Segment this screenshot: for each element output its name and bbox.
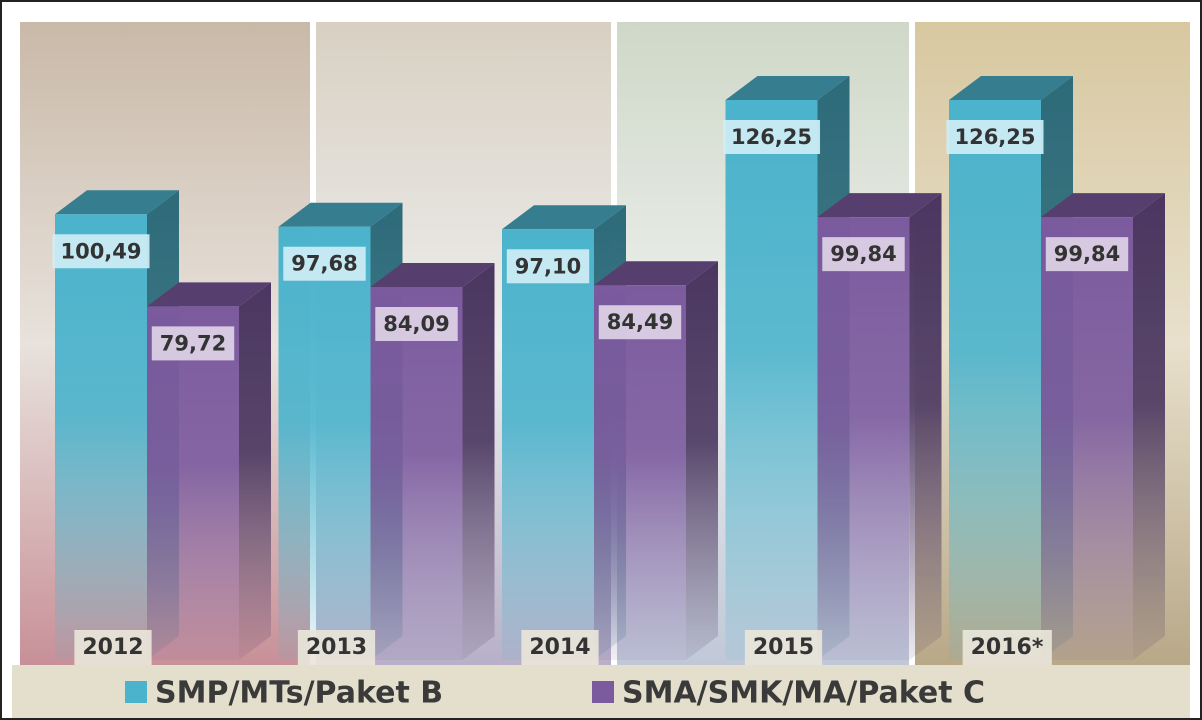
value-label: 79,72	[160, 331, 226, 355]
bar	[1041, 217, 1133, 661]
x-tick-label: 2012	[82, 635, 143, 660]
value-label: 99,84	[830, 242, 896, 266]
value-label-box	[506, 249, 590, 284]
bar	[949, 100, 1041, 660]
value-label: 97,68	[291, 252, 357, 276]
bar-top	[278, 202, 403, 227]
bar-top	[949, 76, 1073, 100]
bar	[817, 217, 910, 661]
value-label: 97,10	[515, 254, 581, 278]
bar-top	[1041, 193, 1165, 218]
x-tick-label-box	[74, 630, 152, 665]
legend-swatch	[125, 681, 147, 703]
value-label: 84,09	[383, 312, 449, 336]
value-label: 100,49	[60, 239, 141, 263]
value-label: 99,84	[1054, 242, 1120, 266]
x-tick-label-box	[521, 630, 599, 665]
bar	[278, 226, 371, 661]
x-tick-label: 2014	[529, 635, 590, 660]
value-label-box	[375, 307, 458, 342]
bar	[594, 285, 686, 660]
bar-side	[1133, 193, 1165, 661]
x-tick-label-box	[744, 630, 823, 665]
value-label-box	[1045, 237, 1129, 272]
bar	[370, 287, 463, 660]
bar-top	[370, 263, 495, 288]
x-tick-label: 2016*	[971, 635, 1044, 660]
x-tick-label: 2015	[753, 635, 814, 660]
bar-top	[594, 261, 718, 286]
bar-top	[725, 76, 850, 100]
value-label-box	[946, 120, 1044, 154]
bar-top	[817, 193, 942, 218]
bar-side	[686, 261, 718, 660]
value-label: 126,25	[731, 125, 812, 149]
value-label-box	[722, 120, 821, 154]
value-label-box	[283, 246, 366, 281]
value-label: 126,25	[954, 125, 1035, 149]
legend-label: SMA/SMK/MA/Paket C	[622, 676, 985, 711]
value-label-box	[52, 234, 150, 269]
bar-top	[147, 282, 271, 307]
value-label-box	[822, 237, 905, 272]
x-tick-label: 2013	[306, 635, 367, 660]
bar-side	[909, 193, 942, 661]
bar-top	[502, 205, 626, 230]
bar	[502, 229, 594, 660]
bar	[725, 100, 818, 660]
x-tick-label-box	[297, 630, 376, 665]
bar-side	[462, 263, 495, 660]
bar	[55, 214, 147, 660]
legend-swatch	[592, 681, 614, 703]
legend-label: SMP/MTs/Paket B	[155, 676, 443, 711]
bar-side	[239, 282, 271, 660]
bar	[147, 306, 239, 660]
bar-top	[55, 190, 179, 215]
value-label-box	[598, 305, 682, 340]
value-label-box	[151, 326, 235, 361]
value-label: 84,49	[607, 310, 673, 334]
x-tick-label-box	[962, 630, 1052, 665]
